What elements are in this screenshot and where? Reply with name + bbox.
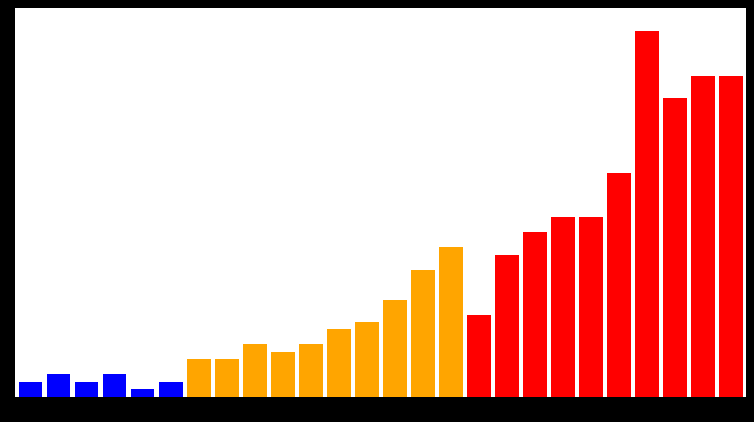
Bar <box>215 360 238 397</box>
Bar <box>158 382 182 397</box>
Bar <box>187 360 210 397</box>
Bar <box>383 300 406 397</box>
Bar <box>47 374 70 397</box>
Bar <box>719 76 743 397</box>
Bar <box>103 374 127 397</box>
Bar <box>663 98 687 397</box>
Bar <box>75 382 99 397</box>
Bar <box>635 31 659 397</box>
Bar <box>411 270 435 397</box>
Bar <box>299 344 323 397</box>
Bar <box>243 344 267 397</box>
Bar <box>551 217 575 397</box>
Bar <box>523 233 547 397</box>
Bar <box>607 173 631 397</box>
Bar <box>439 247 463 397</box>
Bar <box>19 382 42 397</box>
Bar <box>355 322 379 397</box>
Bar <box>271 352 295 397</box>
Bar <box>467 314 491 397</box>
Bar <box>691 76 715 397</box>
Bar <box>495 255 519 397</box>
Bar <box>130 389 155 397</box>
Bar <box>579 217 603 397</box>
Bar <box>326 330 351 397</box>
